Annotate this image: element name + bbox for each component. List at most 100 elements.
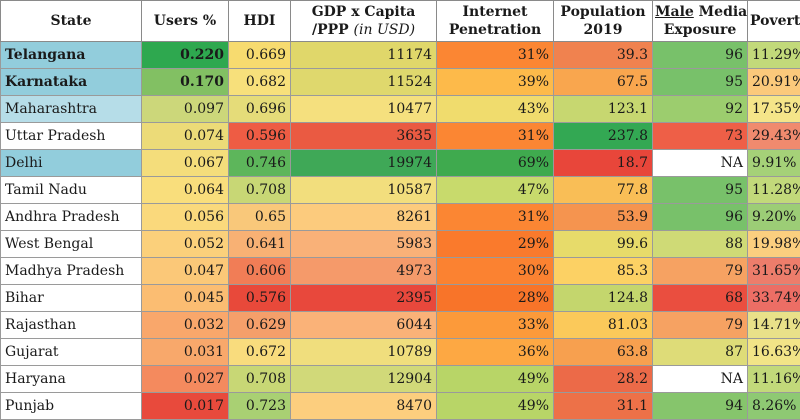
cell-poverty: 9.20%: [748, 204, 800, 231]
cell-users: 0.031: [142, 339, 229, 366]
cell-gdp: 3635: [291, 123, 437, 150]
cell-hdi: 0.746: [229, 150, 291, 177]
cell-media: 73: [653, 123, 748, 150]
cell-gdp: 6044: [291, 312, 437, 339]
cell-media: 94: [653, 393, 748, 420]
header-population: Population 2019: [554, 1, 653, 42]
header-hdi: HDI: [229, 1, 291, 42]
cell-hdi: 0.696: [229, 96, 291, 123]
cell-internet: 33%: [437, 312, 554, 339]
cell-hdi: 0.596: [229, 123, 291, 150]
cell-gdp: 11524: [291, 69, 437, 96]
cell-internet: 49%: [437, 393, 554, 420]
cell-users: 0.097: [142, 96, 229, 123]
cell-gdp: 10477: [291, 96, 437, 123]
cell-population: 99.6: [554, 231, 653, 258]
header-users: Users %: [142, 1, 229, 42]
cell-state: Delhi: [1, 150, 142, 177]
cell-population: 63.8: [554, 339, 653, 366]
cell-population: 237.8: [554, 123, 653, 150]
cell-hdi: 0.576: [229, 285, 291, 312]
cell-population: 53.9: [554, 204, 653, 231]
cell-internet: 29%: [437, 231, 554, 258]
cell-internet: 28%: [437, 285, 554, 312]
cell-users: 0.047: [142, 258, 229, 285]
cell-internet: 39%: [437, 69, 554, 96]
cell-gdp: 2395: [291, 285, 437, 312]
cell-state: Haryana: [1, 366, 142, 393]
cell-gdp: 8261: [291, 204, 437, 231]
cell-hdi: 0.606: [229, 258, 291, 285]
cell-hdi: 0.672: [229, 339, 291, 366]
cell-media: 95: [653, 69, 748, 96]
cell-state: Uttar Pradesh: [1, 123, 142, 150]
cell-media: 96: [653, 204, 748, 231]
cell-internet: 36%: [437, 339, 554, 366]
cell-internet: 43%: [437, 96, 554, 123]
cell-state: Telangana: [1, 42, 142, 69]
cell-population: 67.5: [554, 69, 653, 96]
cell-users: 0.032: [142, 312, 229, 339]
cell-hdi: 0.708: [229, 177, 291, 204]
header-poverty: Poverty %: [748, 1, 800, 42]
cell-gdp: 11174: [291, 42, 437, 69]
cell-users: 0.045: [142, 285, 229, 312]
cell-hdi: 0.65: [229, 204, 291, 231]
header-gdp-unit: (in USD): [354, 22, 415, 38]
cell-users: 0.170: [142, 69, 229, 96]
cell-state: Karnataka: [1, 69, 142, 96]
cell-gdp: 10587: [291, 177, 437, 204]
cell-media: 79: [653, 312, 748, 339]
cell-media: NA: [653, 366, 748, 393]
cell-poverty: 17.35%: [748, 96, 800, 123]
cell-population: 28.2: [554, 366, 653, 393]
cell-media: 92: [653, 96, 748, 123]
cell-poverty: 9.91%: [748, 150, 800, 177]
cell-state: Maharashtra: [1, 96, 142, 123]
cell-poverty: 19.98%: [748, 231, 800, 258]
cell-gdp: 4973: [291, 258, 437, 285]
cell-gdp: 10789: [291, 339, 437, 366]
cell-poverty: 20.91%: [748, 69, 800, 96]
cell-poverty: 33.74%: [748, 285, 800, 312]
cell-state: Punjab: [1, 393, 142, 420]
cell-poverty: 8.26%: [748, 393, 800, 420]
cell-population: 39.3: [554, 42, 653, 69]
cell-media: 96: [653, 42, 748, 69]
cell-state: Bihar: [1, 285, 142, 312]
cell-state: Gujarat: [1, 339, 142, 366]
cell-gdp: 12904: [291, 366, 437, 393]
header-media: Male Media Exposure: [653, 1, 748, 42]
cell-hdi: 0.629: [229, 312, 291, 339]
cell-state: West Bengal: [1, 231, 142, 258]
cell-users: 0.056: [142, 204, 229, 231]
cell-internet: 31%: [437, 42, 554, 69]
cell-internet: 31%: [437, 204, 554, 231]
cell-media: 79: [653, 258, 748, 285]
header-state: State: [1, 1, 142, 42]
cell-population: 31.1: [554, 393, 653, 420]
cell-poverty: 29.43%: [748, 123, 800, 150]
cell-internet: 31%: [437, 123, 554, 150]
cell-users: 0.052: [142, 231, 229, 258]
header-gdp: GDP x Capita /PPP (in USD): [291, 1, 437, 42]
cell-poverty: 16.63%: [748, 339, 800, 366]
cell-hdi: 0.641: [229, 231, 291, 258]
cell-internet: 47%: [437, 177, 554, 204]
cell-users: 0.074: [142, 123, 229, 150]
cell-poverty: 31.65%: [748, 258, 800, 285]
cell-hdi: 0.708: [229, 366, 291, 393]
cell-internet: 49%: [437, 366, 554, 393]
cell-hdi: 0.723: [229, 393, 291, 420]
cell-population: 85.3: [554, 258, 653, 285]
cell-gdp: 5983: [291, 231, 437, 258]
cell-internet: 69%: [437, 150, 554, 177]
